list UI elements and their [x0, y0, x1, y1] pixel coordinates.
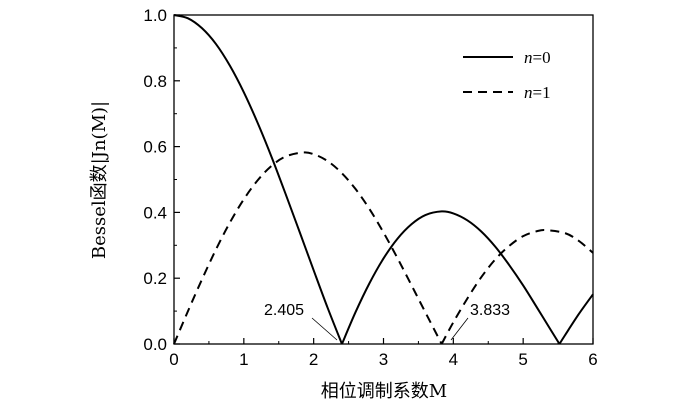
x-tick-label: 2	[309, 350, 318, 369]
legend: n=0 n=1	[463, 48, 551, 102]
y-tick-label: 0.8	[143, 72, 167, 91]
annotations: 2.405 3.833	[264, 302, 510, 341]
legend-label: n=0	[524, 48, 551, 67]
x-axis-label: 相位调制系数M	[321, 381, 447, 402]
x-tick-label: 5	[518, 350, 527, 369]
annotation-arrow	[450, 317, 469, 341]
y-tick-label: 0.0	[143, 335, 167, 354]
y-axis-label: Bessel函数|Jn(M)|	[89, 101, 110, 259]
x-tick-label: 6	[588, 350, 597, 369]
y-tick-label: 0.4	[143, 203, 167, 222]
x-tick-label: 0	[169, 350, 178, 369]
annotation-label: 3.833	[470, 302, 510, 319]
series-line-n1	[173, 151, 594, 345]
y-tick-label: 1.0	[143, 6, 167, 25]
annotation-arrow	[311, 317, 338, 341]
x-tick-label: 4	[449, 350, 458, 369]
x-tick-label: 3	[379, 350, 388, 369]
legend-label: n=1	[524, 83, 551, 102]
x-tick-label: 1	[239, 350, 248, 369]
series-line-n0	[173, 14, 594, 345]
series-lines	[173, 14, 594, 345]
axis-ticks: 0 1 2 3 4 5 6 0.0 0.2 0.4 0.6 0.8 1.0	[143, 6, 597, 369]
y-tick-label: 0.2	[143, 269, 167, 288]
annotation-label: 2.405	[264, 302, 304, 319]
y-tick-label: 0.6	[143, 138, 167, 157]
